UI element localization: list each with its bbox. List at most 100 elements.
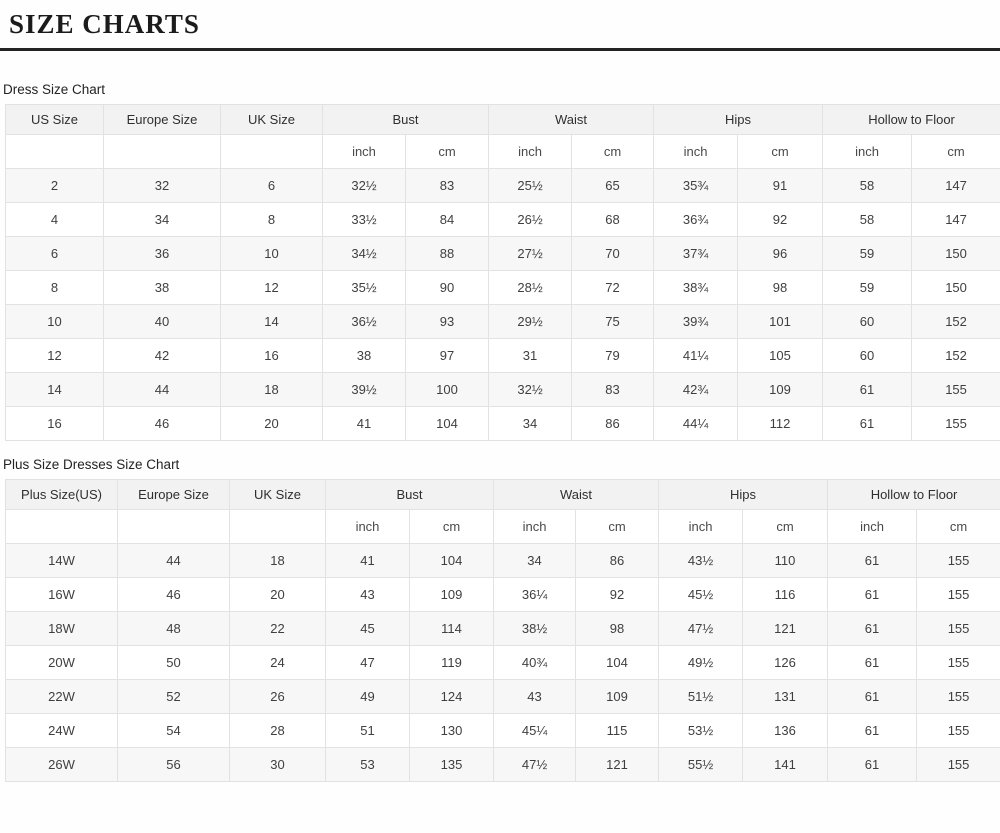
table-cell: 16W [5,577,118,612]
table-row: 18W 48 22 45 114 38½ 98 47½ 121 61 155 [5,611,1000,646]
table-cell: 45½ [658,577,744,612]
table-cell: 59 [822,236,913,271]
table-row: 16W 46 20 43 109 36¼ 92 45½ 116 61 155 [5,577,1000,612]
table-cell: 119 [408,645,495,680]
dress-size-chart-section: Dress Size Chart US Size Europe Size UK Si… [0,82,1000,441]
table-cell: 34 [103,202,221,237]
empty-header-cell [5,509,118,544]
table-cell: 31 [488,338,573,373]
table-cell: 135 [408,747,495,782]
table-cell: 34 [488,406,573,441]
table-cell: 51 [325,713,410,748]
table-row: 16 46 20 41 104 34 86 44¼ 112 61 155 [5,406,1000,441]
unit-header: inch [822,134,913,169]
table-cell: 98 [737,270,824,305]
table-cell: 147 [911,202,1000,237]
table-cell: 44 [103,372,221,407]
table-cell: 155 [916,645,1000,680]
unit-header: cm [571,134,655,169]
table-cell: 38 [103,270,221,305]
table-cell: 47½ [658,611,744,646]
table-cell: 98 [575,611,660,646]
table-cell: 33½ [322,202,406,237]
table-cell: 121 [575,747,660,782]
table-cell: 36¼ [493,577,577,612]
table-cell: 61 [827,679,918,714]
table-cell: 36 [103,236,221,271]
unit-header: inch [653,134,739,169]
unit-header: inch [325,509,410,544]
table-cell: 124 [408,679,495,714]
table-cell: 83 [571,372,655,407]
table-cell: 26½ [488,202,573,237]
table-cell: 14 [220,304,323,339]
table-cell: 61 [822,406,913,441]
table-cell: 16 [220,338,323,373]
table-cell: 101 [737,304,824,339]
table-cell: 92 [737,202,824,237]
unit-header: inch [658,509,744,544]
table-cell: 8 [5,270,104,305]
table-cell: 93 [404,304,490,339]
dress-size-table: US Size Europe Size UK Size Bust Waist Hips Ho… [5,104,1000,441]
table-cell: 155 [911,372,1000,407]
table-cell: 36¾ [653,202,739,237]
table-cell: 155 [916,577,1000,612]
table-cell: 104 [575,645,660,680]
table-cell: 90 [404,270,490,305]
table-row: 14 44 18 39½ 100 32½ 83 42¾ 109 61 155 [5,372,1000,407]
table-cell: 36½ [322,304,406,339]
column-header: Hips [653,104,824,135]
table-cell: 86 [575,543,660,578]
table-cell: 53 [325,747,410,782]
table-cell: 121 [742,611,829,646]
table-cell: 16 [5,406,104,441]
table-cell: 12 [5,338,104,373]
table-cell: 147 [911,168,1000,203]
table-cell: 48 [117,611,230,646]
table-cell: 60 [822,304,913,339]
table-cell: 105 [737,338,824,373]
table-cell: 50 [117,645,230,680]
table-cell: 155 [916,611,1000,646]
table-cell: 126 [742,645,829,680]
table-cell: 10 [5,304,104,339]
unit-header: inch [827,509,918,544]
table-cell: 96 [737,236,824,271]
table-row: 26W 56 30 53 135 47½ 121 55½ 141 61 155 [5,747,1000,782]
table-cell: 32½ [322,168,406,203]
column-header: Hips [658,479,829,510]
plus-size-table: Plus Size(US) Europe Size UK Size Bust Waist… [5,479,1000,782]
table-cell: 59 [822,270,913,305]
table-cell: 44 [117,543,230,578]
table-cell: 28½ [488,270,573,305]
table-row: 22W 52 26 49 124 43 109 51½ 131 61 155 [5,679,1000,714]
table-cell: 18 [220,372,323,407]
table-cell: 61 [827,747,918,782]
table-cell: 39½ [322,372,406,407]
table-cell: 47 [325,645,410,680]
column-header: Europe Size [117,479,230,510]
table-cell: 100 [404,372,490,407]
unit-header: inch [488,134,573,169]
table-cell: 110 [742,543,829,578]
empty-header-cell [103,134,221,169]
table-row: 24W 54 28 51 130 45¼ 115 53½ 136 61 155 [5,713,1000,748]
table-cell: 8 [220,202,323,237]
column-header: Bust [324,479,495,510]
table-cell: 20 [229,577,326,612]
table-cell: 14 [5,372,104,407]
table-cell: 25½ [488,168,573,203]
table-cell: 60 [822,338,913,373]
table-cell: 44¼ [653,406,739,441]
table-cell: 72 [571,270,655,305]
table-row: 2 32 6 32½ 83 25½ 65 35¾ 91 58 147 [5,168,1000,203]
header-row: Plus Size(US) Europe Size UK Size Bust Waist… [5,479,1000,510]
table-cell: 61 [827,577,918,612]
unit-header: cm [911,134,1000,169]
table-cell: 4 [5,202,104,237]
unit-header-row: inch cm inch cm inch cm inch cm [5,509,1000,544]
table-row: 8 38 12 35½ 90 28½ 72 38¾ 98 59 150 [5,270,1000,305]
table-cell: 75 [571,304,655,339]
table-cell: 24 [229,645,326,680]
